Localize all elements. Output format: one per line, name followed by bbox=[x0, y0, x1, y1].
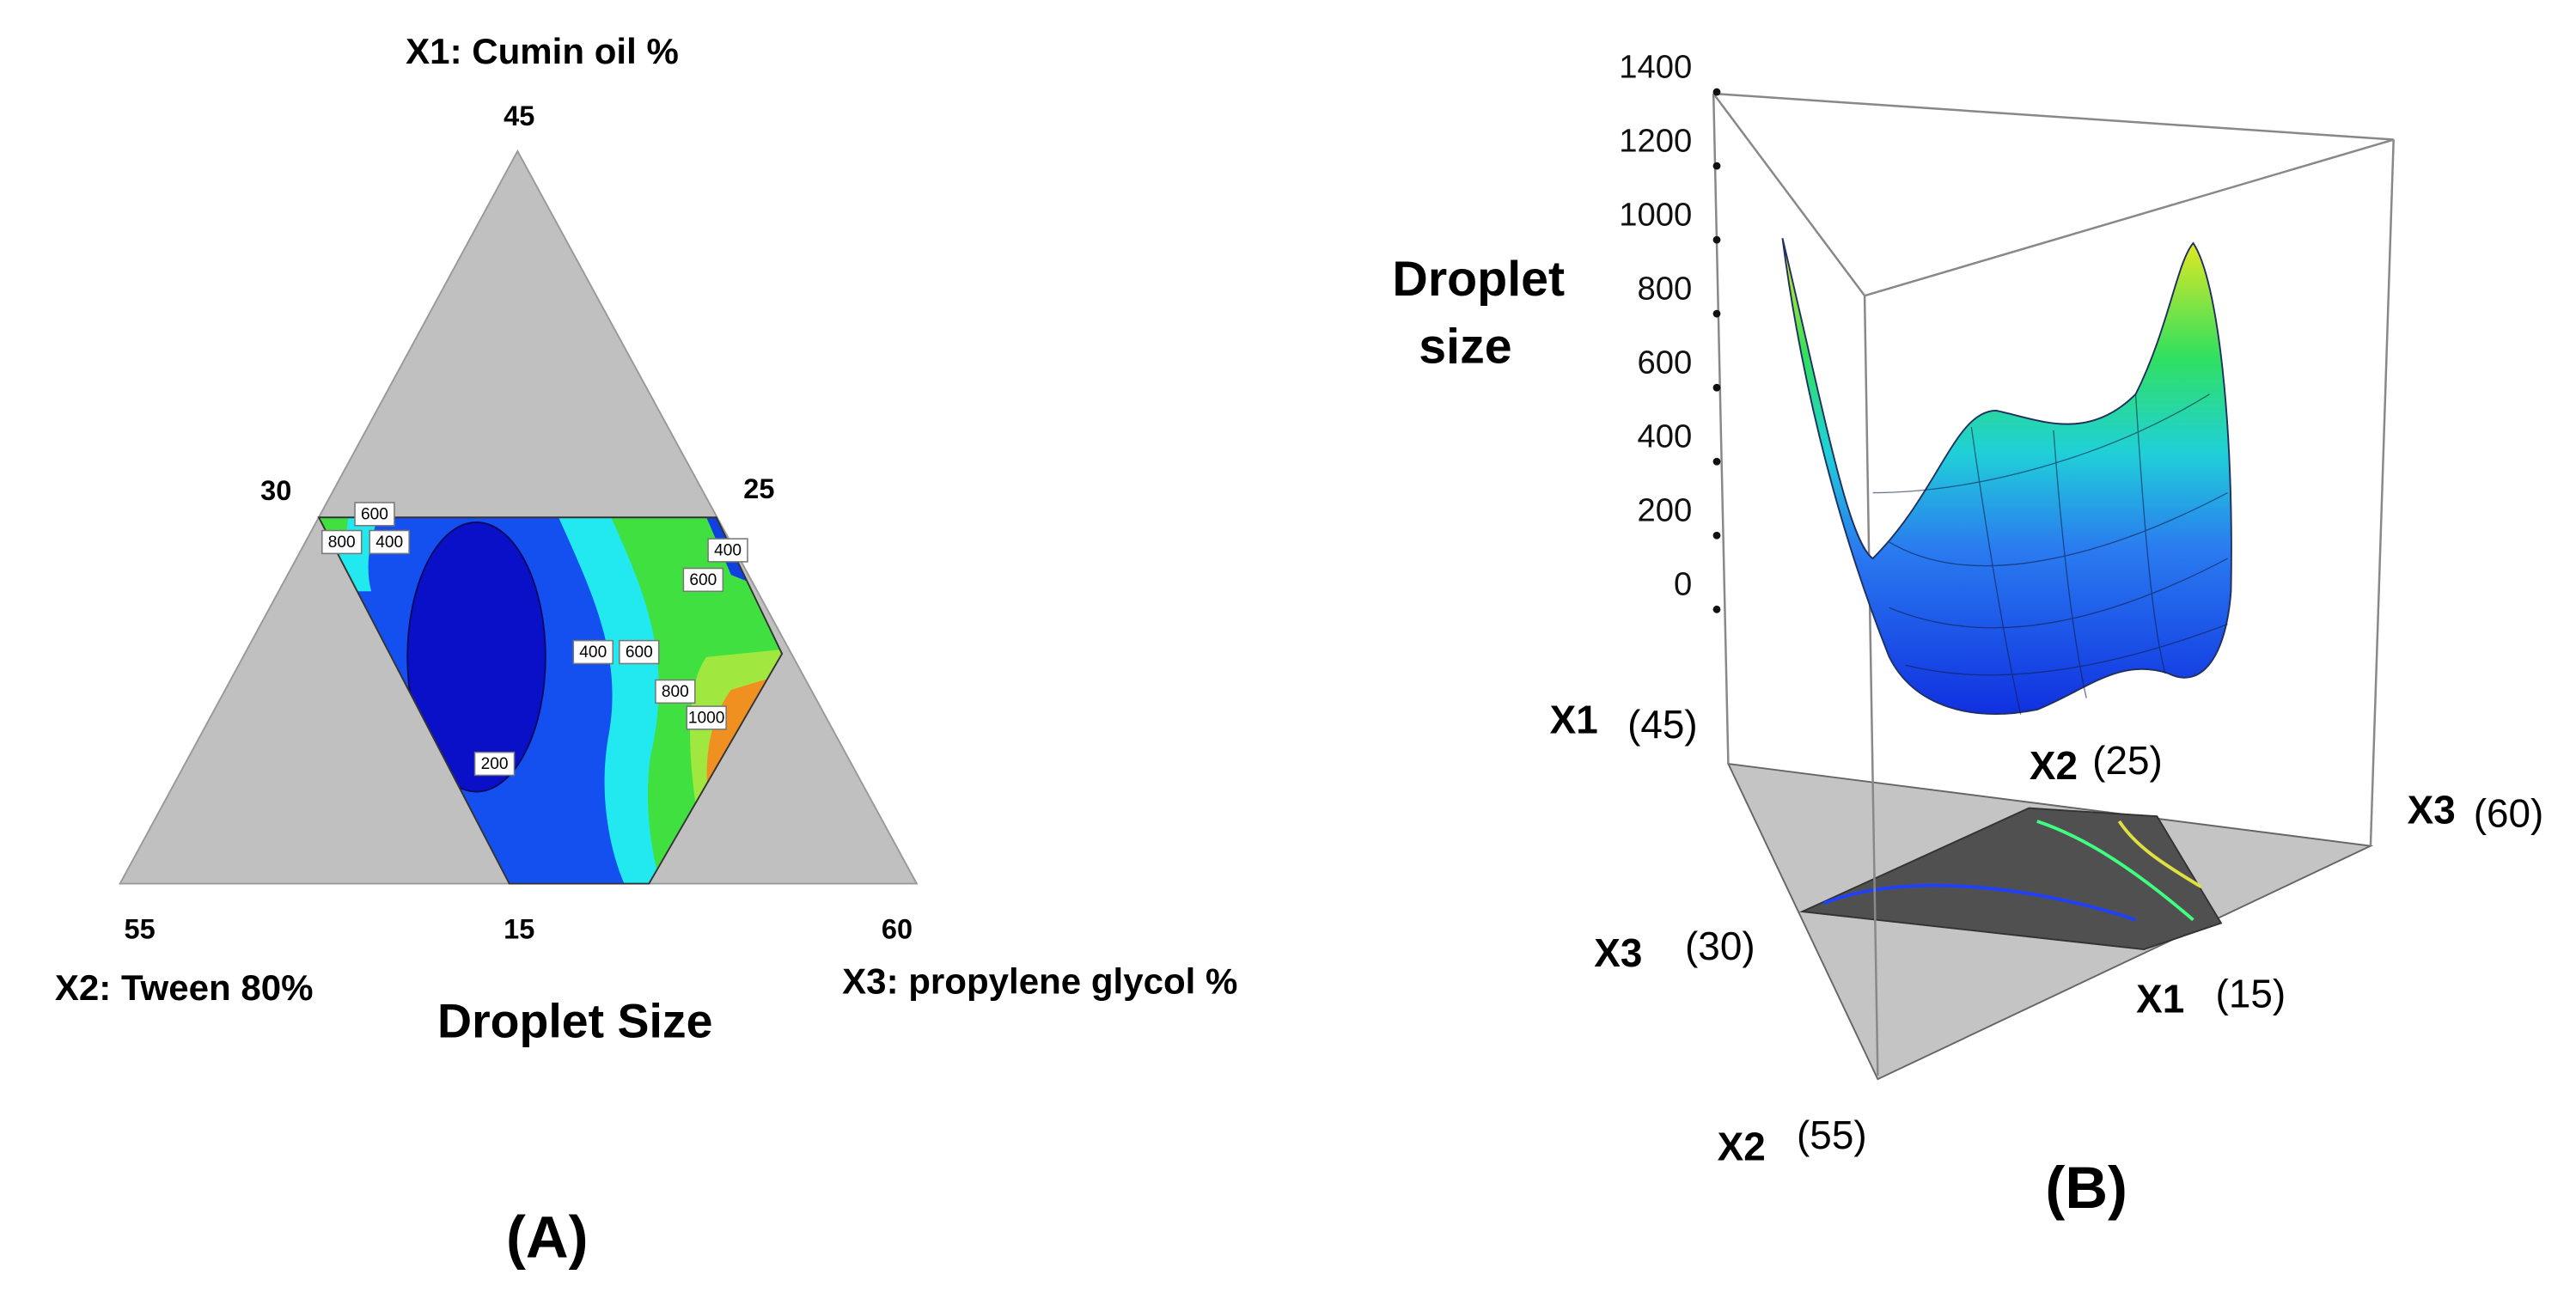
contour-label: 200 bbox=[481, 755, 509, 773]
z-tick-label: 0 bbox=[1674, 566, 1692, 603]
contour-label: 600 bbox=[689, 571, 717, 589]
corner-value: (45) bbox=[1627, 702, 1698, 747]
z-tick bbox=[1712, 457, 1721, 466]
contour-label: 400 bbox=[714, 541, 742, 559]
floor-contour bbox=[1822, 883, 2137, 922]
contour-label: 400 bbox=[375, 534, 403, 552]
z-tick bbox=[1712, 162, 1721, 170]
contour-label-box bbox=[686, 705, 727, 730]
axis-label: X1: Cumin oil % bbox=[406, 31, 679, 71]
z-tick-label: 800 bbox=[1638, 270, 1693, 307]
contour-label: 600 bbox=[361, 505, 388, 523]
panel-label: (B) bbox=[2045, 1155, 2127, 1221]
z-tick-label: 400 bbox=[1638, 418, 1693, 455]
corner-axis: X1 bbox=[2136, 976, 2184, 1021]
contour-labels: 600 800 400 400 600 400 600 800 1000 200 bbox=[321, 502, 748, 777]
tick-label: 45 bbox=[504, 101, 534, 131]
contour-label-box bbox=[655, 679, 696, 704]
z-tick-label: 1000 bbox=[1619, 196, 1692, 233]
contour-label-box bbox=[473, 751, 516, 777]
contour-label-box bbox=[354, 502, 395, 527]
contour-label: 1000 bbox=[688, 710, 725, 728]
corner-axis: X3 bbox=[2408, 788, 2456, 832]
z-tick bbox=[1712, 531, 1721, 540]
corner-axis: X2 bbox=[1718, 1124, 1766, 1168]
surface-mesh bbox=[1872, 393, 2228, 715]
ternary-plot: 600 800 400 400 600 400 600 800 1000 200 X1: Cumi… bbox=[55, 31, 1238, 1270]
contour-label: 600 bbox=[626, 643, 653, 662]
z-tick-label: 1400 bbox=[1619, 48, 1692, 85]
contour-label-box bbox=[369, 529, 410, 555]
corner-value: (15) bbox=[2216, 972, 2286, 1016]
contour-label-box bbox=[707, 538, 748, 563]
floor-contour bbox=[2117, 820, 2202, 889]
contour-label-box bbox=[682, 567, 724, 593]
corner-axis: X3 bbox=[1594, 930, 1642, 975]
corner-axis: X2 bbox=[2030, 743, 2078, 788]
z-tick bbox=[1712, 383, 1721, 392]
tick-label: 55 bbox=[125, 914, 156, 945]
z-tick-label: 1200 bbox=[1619, 122, 1692, 159]
corner-value: (55) bbox=[1797, 1113, 1867, 1157]
tick-label: 60 bbox=[882, 914, 913, 945]
z-tick bbox=[1712, 309, 1721, 318]
axis-label: X2: Tween 80% bbox=[55, 967, 314, 1008]
corner-value: (25) bbox=[2092, 738, 2163, 783]
z-tick bbox=[1712, 605, 1721, 613]
surface-plot: Droplet size X1 (45) X2 (25) X3 (60) X3 … bbox=[1392, 48, 2543, 1221]
box-frame bbox=[1712, 92, 2395, 1076]
z-tick-label: 200 bbox=[1638, 492, 1693, 529]
corner-value: (60) bbox=[2474, 790, 2544, 835]
tick-label: 30 bbox=[260, 475, 291, 506]
corner-axis: X1 bbox=[1550, 697, 1598, 741]
contour-label-box bbox=[619, 639, 660, 665]
region-outline bbox=[317, 516, 784, 885]
axis-label: Droplet bbox=[1392, 252, 1565, 307]
panel-label: (A) bbox=[506, 1204, 589, 1271]
floor-contour bbox=[2036, 820, 2194, 922]
axis-label: size bbox=[1419, 319, 1511, 374]
chart-title: Droplet Size bbox=[437, 995, 712, 1048]
axis-label: X3: propylene glycol % bbox=[842, 960, 1237, 1001]
z-tick-label: 600 bbox=[1638, 345, 1693, 381]
contour-label: 400 bbox=[579, 643, 607, 662]
contour-label: 800 bbox=[662, 683, 689, 701]
contour-label: 800 bbox=[328, 534, 356, 552]
z-tick bbox=[1712, 88, 1721, 96]
z-tick bbox=[1712, 235, 1721, 244]
corner-value: (30) bbox=[1685, 924, 1755, 968]
contour-label-box bbox=[572, 639, 613, 665]
contour-label-box bbox=[321, 529, 363, 555]
tick-label: 25 bbox=[743, 473, 774, 504]
tick-label: 15 bbox=[504, 914, 534, 945]
